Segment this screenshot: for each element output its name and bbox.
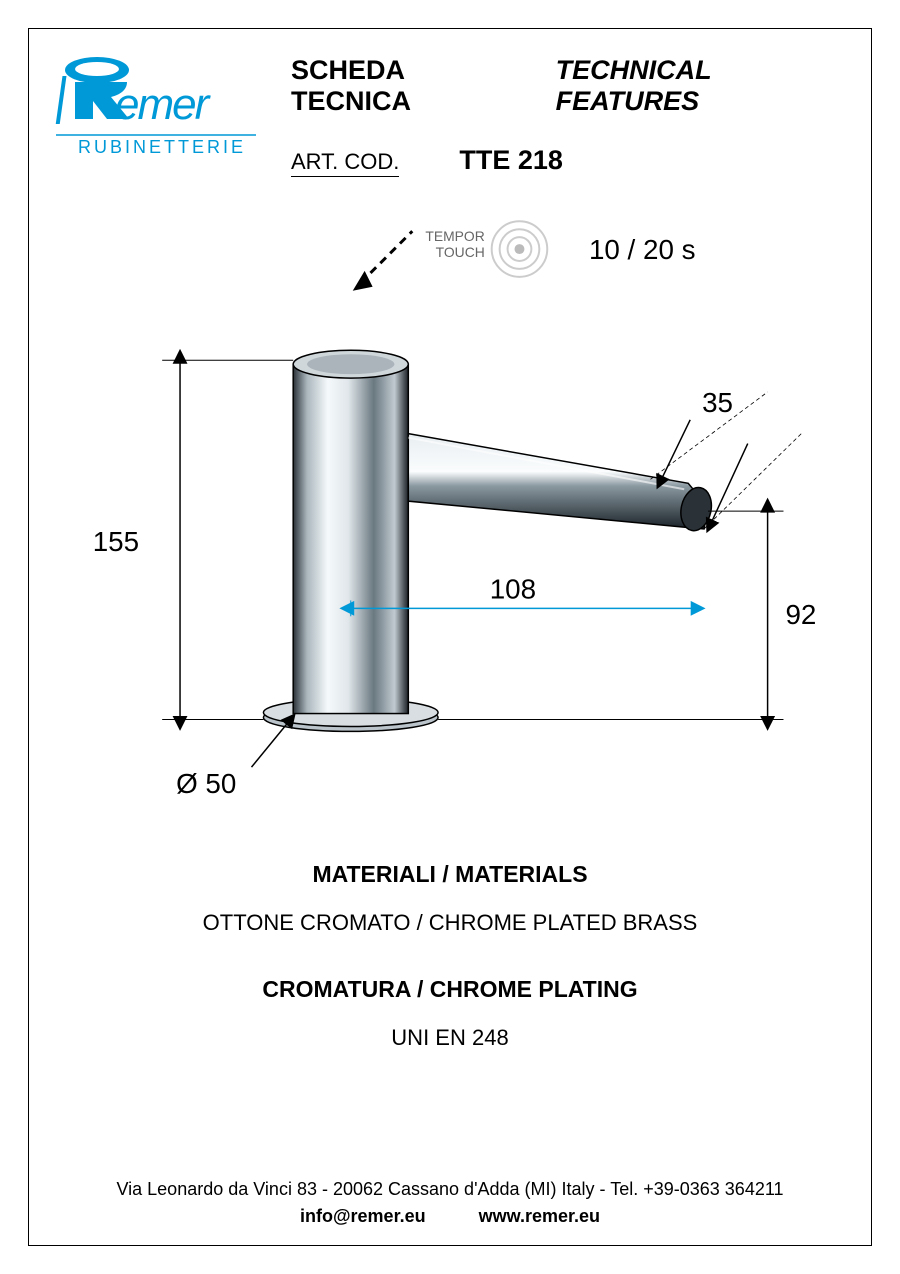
footer-address: Via Leonardo da Vinci 83 - 20062 Cassano… [29,1179,871,1200]
brand-tagline: RUBINETTERIE [78,137,246,157]
title-en: TECHNICAL FEATURES [556,55,847,117]
dim-diameter: Ø 50 [176,723,287,798]
svg-text:35: 35 [702,387,733,418]
brand-logo: emer RUBINETTERIE [53,51,263,171]
dim-height: 155 [93,360,293,719]
footer: Via Leonardo da Vinci 83 - 20062 Cassano… [29,1179,871,1227]
page: emer RUBINETTERIE SCHEDA TECNICA TECHNIC… [0,0,900,1274]
materials-body: OTTONE CROMATO / CHROME PLATED BRASS [53,910,847,936]
touch-icon: TEMPOR TOUCH [425,221,547,277]
plating-body: UNI EN 248 [53,1025,847,1051]
content-frame: emer RUBINETTERIE SCHEDA TECNICA TECHNIC… [28,28,872,1246]
footer-email: info@remer.eu [300,1206,426,1226]
svg-text:emer: emer [115,80,212,129]
svg-text:108: 108 [490,573,536,604]
materials-heading: MATERIALI / MATERIALS [53,861,847,888]
timer-value: 10 / 20 s [589,234,696,265]
touch-label-2: TOUCH [436,244,485,260]
header: emer RUBINETTERIE SCHEDA TECNICA TECHNIC… [53,51,847,177]
header-titles: SCHEDA TECNICA TECHNICAL FEATURES ART. C… [291,51,847,177]
svg-text:Ø 50: Ø 50 [176,768,236,799]
title-it: SCHEDA TECNICA [291,55,520,117]
svg-text:92: 92 [785,599,816,630]
specs: MATERIALI / MATERIALS OTTONE CROMATO / C… [53,861,847,1051]
plating-heading: CROMATURA / CHROME PLATING [53,976,847,1003]
faucet-drawing [263,350,715,731]
article-code-value: TTE 218 [459,145,563,176]
svg-text:155: 155 [93,526,139,557]
article-code-label: ART. COD. [291,149,399,177]
touch-label-1: TEMPOR [425,228,484,244]
technical-diagram: TEMPOR TOUCH 10 / 20 s [53,211,847,831]
dim-outlet-height: 92 [438,511,816,719]
footer-web: www.remer.eu [479,1206,600,1226]
